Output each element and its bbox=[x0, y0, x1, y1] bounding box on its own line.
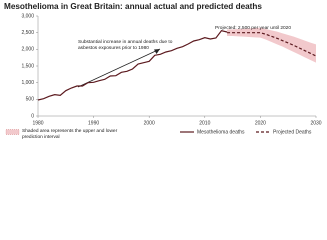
x-tick-label: 1980 bbox=[32, 120, 43, 126]
chart-title: Mesothelioma in Great Britain: annual ac… bbox=[4, 2, 262, 11]
x-tick-label: 2030 bbox=[310, 120, 321, 126]
legend-label: Shaded area represents the upper and low… bbox=[22, 129, 118, 140]
y-tick-label: 2,500 bbox=[21, 30, 34, 36]
series-line bbox=[227, 32, 317, 57]
y-tick-label: 1,500 bbox=[21, 63, 34, 69]
series-line bbox=[37, 29, 228, 101]
y-tick-label: 500 bbox=[26, 97, 35, 103]
annotation: Projected: 2,500 per year until 2020 bbox=[215, 26, 292, 31]
x-tick-label: 2020 bbox=[255, 120, 266, 126]
x-tick-label: 2010 bbox=[199, 120, 210, 126]
arrow-head bbox=[154, 49, 160, 54]
y-tick-label: 1,000 bbox=[21, 80, 34, 86]
prediction-band bbox=[227, 27, 316, 63]
annotation: Substantial increase in annual deaths du… bbox=[78, 40, 173, 51]
y-tick-label: 0 bbox=[31, 113, 34, 119]
x-tick-label: 1990 bbox=[88, 120, 99, 126]
y-tick-label: 3,000 bbox=[21, 13, 34, 19]
legend-swatch bbox=[5, 129, 20, 135]
chart: Mesothelioma in Great Britain: annual ac… bbox=[4, 2, 322, 135]
annotation-arrow bbox=[77, 48, 161, 88]
legend-label: Mesothelioma deaths bbox=[197, 129, 245, 135]
chart-page: Mesothelioma in Great Britain: annual ac… bbox=[4, 2, 322, 140]
y-tick-label: 2,000 bbox=[21, 47, 34, 53]
legend-label: Projected Deaths bbox=[273, 129, 312, 135]
x-tick-label: 2000 bbox=[144, 120, 155, 126]
